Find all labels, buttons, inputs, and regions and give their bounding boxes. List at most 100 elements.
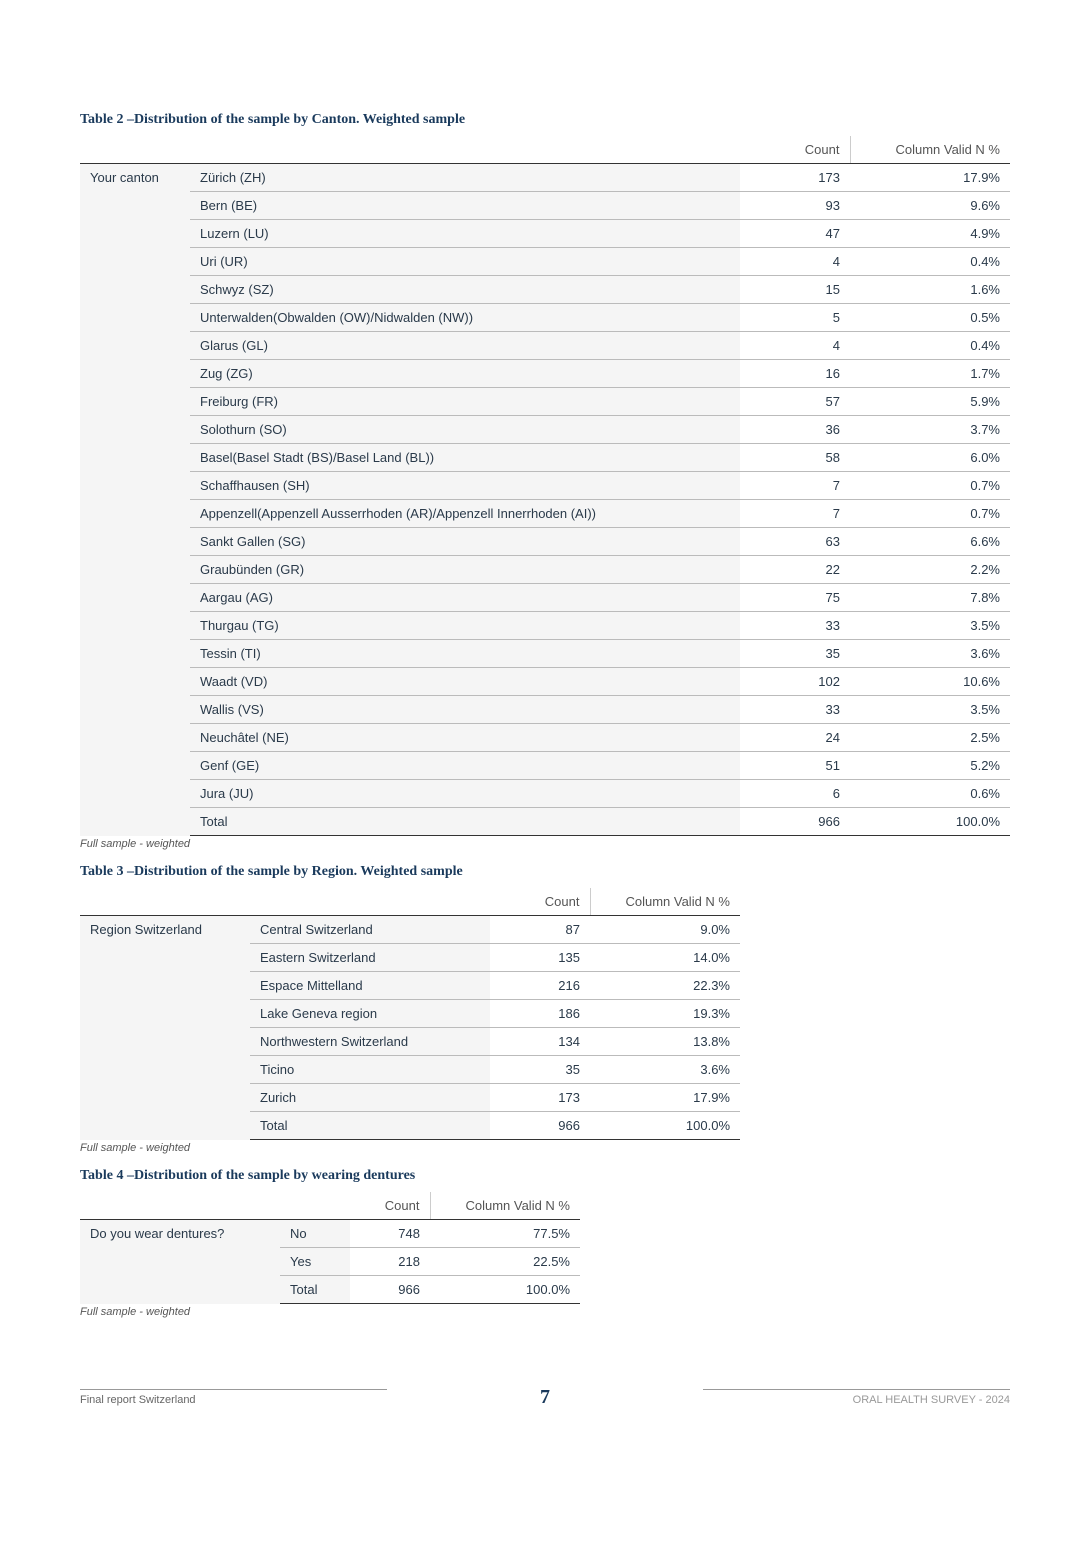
total-label: Total [280, 1276, 350, 1304]
total-count: 966 [350, 1276, 430, 1304]
table2-title: Table 2 –Distribution of the sample by C… [80, 112, 1010, 128]
table-row: Thurgau (TG)333.5% [80, 612, 1010, 640]
pct-cell: 3.6% [850, 640, 1010, 668]
pct-cell: 22.5% [430, 1248, 580, 1276]
count-cell: 35 [490, 1056, 590, 1084]
count-cell: 58 [740, 444, 850, 472]
table-row: Uri (UR)40.4% [80, 248, 1010, 276]
table-row: Your cantonZürich (ZH)17317.9% [80, 164, 1010, 192]
pct-cell: 9.6% [850, 192, 1010, 220]
category-label: Graubünden (GR) [190, 556, 740, 584]
pct-cell: 1.6% [850, 276, 1010, 304]
pct-cell: 5.9% [850, 388, 1010, 416]
pct-cell: 3.6% [590, 1056, 740, 1084]
count-cell: 5 [740, 304, 850, 332]
pct-cell: 5.2% [850, 752, 1010, 780]
pct-cell: 7.8% [850, 584, 1010, 612]
count-cell: 24 [740, 724, 850, 752]
count-cell: 6 [740, 780, 850, 808]
count-cell: 35 [740, 640, 850, 668]
table-row: Aargau (AG)757.8% [80, 584, 1010, 612]
pct-cell: 6.6% [850, 528, 1010, 556]
count-cell: 216 [490, 972, 590, 1000]
total-label: Total [190, 808, 740, 836]
pct-cell: 0.6% [850, 780, 1010, 808]
count-cell: 4 [740, 248, 850, 276]
category-label: Schaffhausen (SH) [190, 472, 740, 500]
category-label: Waadt (VD) [190, 668, 740, 696]
pct-cell: 0.7% [850, 500, 1010, 528]
table4-hdr-blank2 [280, 1192, 350, 1220]
count-cell: 22 [740, 556, 850, 584]
pct-cell: 6.0% [850, 444, 1010, 472]
category-label: Northwestern Switzerland [250, 1028, 490, 1056]
table2-hdr-count: Count [740, 136, 850, 164]
table3-hdr-pct: Column Valid N % [590, 888, 740, 916]
category-label: Thurgau (TG) [190, 612, 740, 640]
page-footer: Final report Switzerland 7 ORAL HEALTH S… [80, 1378, 1010, 1409]
category-label: Yes [280, 1248, 350, 1276]
count-cell: 173 [490, 1084, 590, 1112]
table-row: Solothurn (SO)363.7% [80, 416, 1010, 444]
table4-hdr-count: Count [350, 1192, 430, 1220]
table-row: Glarus (GL)40.4% [80, 332, 1010, 360]
pct-cell: 17.9% [850, 164, 1010, 192]
pct-cell: 1.7% [850, 360, 1010, 388]
table3-hdr-count: Count [490, 888, 590, 916]
footer-page-number: 7 [392, 1386, 699, 1409]
table2-footnote: Full sample - weighted [80, 838, 1010, 850]
count-cell: 748 [350, 1220, 430, 1248]
category-label: No [280, 1220, 350, 1248]
pct-cell: 22.3% [590, 972, 740, 1000]
category-label: Solothurn (SO) [190, 416, 740, 444]
count-cell: 87 [490, 916, 590, 944]
count-cell: 93 [740, 192, 850, 220]
count-cell: 135 [490, 944, 590, 972]
table-row: Luzern (LU)474.9% [80, 220, 1010, 248]
total-label: Total [250, 1112, 490, 1140]
table4-row-header: Do you wear dentures? [80, 1220, 280, 1304]
total-pct: 100.0% [590, 1112, 740, 1140]
table-row: Schwyz (SZ)151.6% [80, 276, 1010, 304]
category-label: Espace Mittelland [250, 972, 490, 1000]
category-label: Zurich [250, 1084, 490, 1112]
count-cell: 75 [740, 584, 850, 612]
count-cell: 7 [740, 472, 850, 500]
pct-cell: 77.5% [430, 1220, 580, 1248]
category-label: Genf (GE) [190, 752, 740, 780]
table-row: Waadt (VD)10210.6% [80, 668, 1010, 696]
category-label: Schwyz (SZ) [190, 276, 740, 304]
table4: Count Column Valid N % Do you wear dentu… [80, 1192, 580, 1304]
count-cell: 36 [740, 416, 850, 444]
count-cell: 57 [740, 388, 850, 416]
category-label: Zug (ZG) [190, 360, 740, 388]
category-label: Tessin (TI) [190, 640, 740, 668]
count-cell: 33 [740, 612, 850, 640]
category-label: Neuchâtel (NE) [190, 724, 740, 752]
pct-cell: 2.2% [850, 556, 1010, 584]
category-label: Jura (JU) [190, 780, 740, 808]
count-cell: 15 [740, 276, 850, 304]
table-row: Region SwitzerlandCentral Switzerland879… [80, 916, 740, 944]
table-row: Genf (GE)515.2% [80, 752, 1010, 780]
table3: Count Column Valid N % Region Switzerlan… [80, 888, 740, 1140]
table2-hdr-blank1 [80, 136, 190, 164]
category-label: Appenzell(Appenzell Ausserrhoden (AR)/Ap… [190, 500, 740, 528]
count-cell: 16 [740, 360, 850, 388]
category-label: Unterwalden(Obwalden (OW)/Nidwalden (NW)… [190, 304, 740, 332]
table4-hdr-pct: Column Valid N % [430, 1192, 580, 1220]
pct-cell: 9.0% [590, 916, 740, 944]
table-row: Bern (BE)939.6% [80, 192, 1010, 220]
category-label: Central Switzerland [250, 916, 490, 944]
category-label: Luzern (LU) [190, 220, 740, 248]
pct-cell: 0.7% [850, 472, 1010, 500]
table-row: Do you wear dentures?No74877.5% [80, 1220, 580, 1248]
count-cell: 51 [740, 752, 850, 780]
count-cell: 47 [740, 220, 850, 248]
pct-cell: 13.8% [590, 1028, 740, 1056]
table3-footnote: Full sample - weighted [80, 1142, 1010, 1154]
table-row: Tessin (TI)353.6% [80, 640, 1010, 668]
total-count: 966 [490, 1112, 590, 1140]
category-label: Wallis (VS) [190, 696, 740, 724]
table-row: Basel(Basel Stadt (BS)/Basel Land (BL))5… [80, 444, 1010, 472]
